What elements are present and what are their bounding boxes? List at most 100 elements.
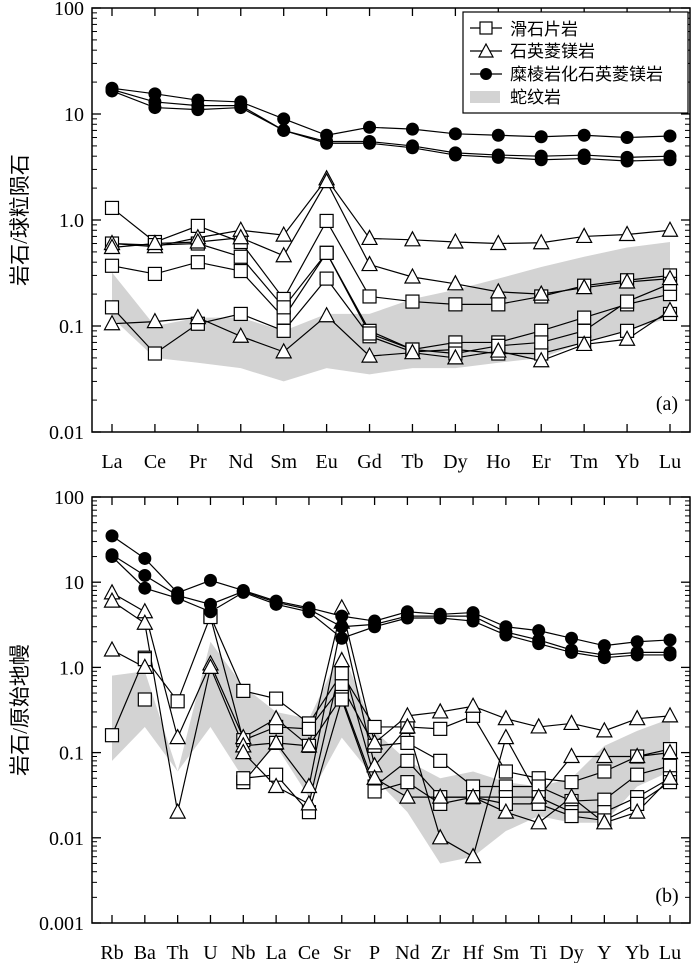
triangle-marker	[136, 613, 154, 630]
triangle-marker	[189, 308, 207, 325]
panel-a-band-layer	[112, 242, 670, 382]
square-marker	[319, 271, 334, 286]
square-marker	[233, 249, 248, 264]
circle-marker	[320, 136, 334, 150]
circle-marker	[466, 614, 480, 628]
square-marker	[367, 719, 382, 735]
triangle-marker	[201, 658, 219, 674]
square-marker	[564, 775, 579, 790]
circle-marker	[138, 581, 152, 595]
square-marker	[319, 245, 334, 260]
triangle-marker	[398, 787, 416, 804]
triangle-marker	[575, 335, 593, 352]
square-marker	[170, 694, 185, 709]
legend-band-swatch	[470, 91, 500, 103]
triangle-marker	[532, 351, 550, 368]
triangle-marker	[530, 787, 548, 804]
triangle-marker	[497, 802, 515, 819]
circle-marker	[277, 112, 291, 126]
triangle-marker	[267, 777, 285, 794]
circle-marker	[368, 620, 382, 634]
square-marker	[104, 728, 120, 743]
triangle-marker	[146, 312, 164, 329]
square-marker	[276, 323, 291, 338]
square-marker	[577, 310, 592, 325]
square-marker	[190, 255, 205, 270]
panel-a-lines-layer	[111, 87, 671, 362]
circle-marker	[620, 154, 634, 168]
circle-marker	[499, 628, 513, 642]
triangle-marker	[361, 255, 379, 272]
triangle-marker	[103, 591, 121, 608]
triangle-marker	[661, 221, 679, 237]
x-tick-label: Lu	[659, 942, 681, 963]
square-marker	[334, 692, 349, 707]
circle-marker	[534, 153, 548, 167]
triangle-marker	[103, 238, 121, 255]
x-tick-label: Nb	[231, 942, 255, 963]
triangle-marker	[618, 225, 636, 242]
x-tick-label: P	[369, 942, 380, 963]
x-tick-label: Dy	[443, 451, 467, 473]
x-tick-label: La	[101, 451, 122, 473]
circle-marker	[491, 128, 505, 142]
legend-label-quartz: 石英菱镁岩	[510, 42, 595, 61]
triangle-marker	[489, 341, 507, 358]
panel-b-label: (b)	[655, 885, 678, 907]
square-marker	[276, 300, 291, 315]
circle-marker	[597, 639, 611, 653]
triangle-marker	[446, 348, 464, 365]
triangle-marker	[489, 234, 507, 251]
triangle-marker	[497, 709, 515, 726]
legend-label-serpentinite: 蛇纹岩	[510, 88, 561, 107]
circle-marker	[532, 637, 546, 651]
triangle-marker	[267, 709, 285, 726]
triangle-marker	[446, 232, 464, 249]
square-marker	[104, 300, 120, 315]
circle-marker	[138, 551, 152, 565]
triangle-marker	[403, 267, 421, 284]
legend: 滑石片岩 石英菱镁岩 糜棱岩化石英菱镁岩 蛇纹岩	[462, 11, 689, 114]
square-marker	[236, 771, 251, 786]
circle-marker	[620, 131, 634, 145]
circle-marker	[363, 136, 377, 150]
x-tick-label: Zr	[431, 942, 450, 963]
x-tick-label: Nd	[395, 942, 419, 963]
square-marker	[147, 266, 163, 282]
circle-marker	[148, 101, 162, 115]
y-tick-label: 0.01	[49, 422, 84, 444]
circle-marker	[302, 605, 316, 619]
triangle-marker	[489, 282, 507, 299]
triangle-marker	[618, 272, 636, 289]
panel-b-yaxis: 0.001 0.01 0.1 1.0 10 100	[39, 487, 690, 935]
circle-marker	[236, 585, 250, 599]
circle-marker	[405, 122, 419, 136]
panel-a: 0.01 0.1 1.0 10 100 La Ce Pr Nd Sm Eu Gd Tb Dy Ho Er Tm…	[8, 0, 691, 473]
triangle-marker	[532, 284, 550, 301]
square-marker	[104, 200, 120, 216]
triangle-marker	[446, 274, 464, 291]
square-marker	[362, 289, 377, 304]
triangle-marker	[318, 172, 336, 189]
x-tick-label: Yb	[625, 942, 649, 963]
x-tick-label: Gd	[357, 451, 381, 473]
square-marker	[630, 767, 645, 782]
triangle-marker	[563, 787, 581, 804]
series-line	[111, 600, 671, 858]
y-tick-label: 100	[54, 487, 84, 509]
circle-marker	[171, 591, 185, 605]
square-marker	[362, 326, 377, 341]
circle-marker	[105, 84, 119, 98]
square-marker	[433, 753, 448, 768]
square-marker	[236, 683, 251, 698]
x-tick-label: Sm	[493, 942, 520, 963]
panel-a-markers-layer	[103, 81, 679, 368]
triangle-marker	[403, 343, 421, 360]
triangle-marker	[530, 813, 548, 830]
series-line	[111, 310, 671, 362]
square-marker	[233, 306, 248, 322]
x-tick-label: Eu	[316, 451, 338, 473]
square-marker	[334, 666, 349, 681]
triangle-marker	[361, 229, 379, 246]
